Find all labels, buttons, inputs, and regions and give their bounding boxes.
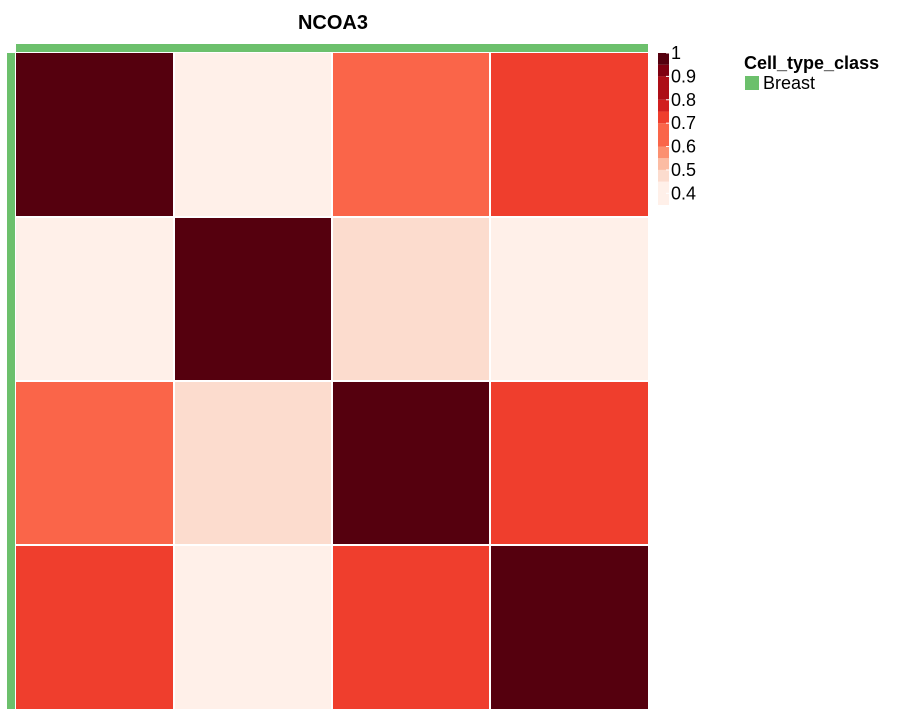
colorbar-tick-label: 0.5 xyxy=(671,160,696,180)
colorbar-segment xyxy=(658,146,669,159)
colorbar-segment xyxy=(658,169,669,182)
heatmap-cell-r1-c3 xyxy=(333,53,489,216)
colorbar-tick-label: 0.6 xyxy=(671,137,696,157)
heatmap-cell-r3-c3 xyxy=(333,382,489,544)
colorbar-tick-label: 0.9 xyxy=(671,66,696,86)
heatmap-cell-r3-c1 xyxy=(16,382,173,544)
colorbar-segment xyxy=(658,64,669,77)
heatmap-cell-r4-c3 xyxy=(333,546,489,709)
annotation-legend-swatch xyxy=(745,76,759,90)
heatmap-cell-r4-c2 xyxy=(175,546,331,709)
annotation-legend-title: Cell_type_class xyxy=(744,53,879,73)
heatmap-cell-r1-c4 xyxy=(491,53,648,216)
colorbar-segment xyxy=(658,123,669,147)
colorbar-segment xyxy=(658,76,669,100)
colorbar-segment xyxy=(658,53,669,65)
heatmap-cell-r2-c1 xyxy=(16,218,173,380)
heatmap-cell-r4-c4 xyxy=(491,546,648,709)
heatmap-cell-r3-c2 xyxy=(175,382,331,544)
colorbar-segment xyxy=(658,99,669,112)
heatmap-cell-r2-c3 xyxy=(333,218,489,380)
heatmap-cells xyxy=(16,53,648,709)
chart-title: NCOA3 xyxy=(298,12,368,34)
colorbar-tick-label: 0.8 xyxy=(671,90,696,110)
heatmap-cell-r2-c4 xyxy=(491,218,648,380)
annotation-legend: Cell_type_class Breast xyxy=(744,53,879,93)
left-annotation-bar xyxy=(7,53,15,709)
annotation-legend-label: Breast xyxy=(763,73,815,93)
color-legend: 1 0.9 0.8 0.7 0.6 0.5 0.4 xyxy=(658,43,696,205)
colorbar-segment xyxy=(658,158,669,170)
heatmap-cell-r1-c1 xyxy=(16,53,173,216)
colorbar-segment xyxy=(658,181,669,205)
heatmap-cell-r3-c4 xyxy=(491,382,648,544)
top-annotation-bar xyxy=(16,44,648,52)
heatmap-cell-r4-c1 xyxy=(16,546,173,709)
colorbar-tick-label: 0.4 xyxy=(671,183,696,203)
heatmap-cell-r1-c2 xyxy=(175,53,331,216)
colorbar-tick-label: 1 xyxy=(671,43,681,63)
heatmap-cell-r2-c2 xyxy=(175,218,331,380)
colorbar-tick-label: 0.7 xyxy=(671,113,696,133)
colorbar-segment xyxy=(658,111,669,124)
